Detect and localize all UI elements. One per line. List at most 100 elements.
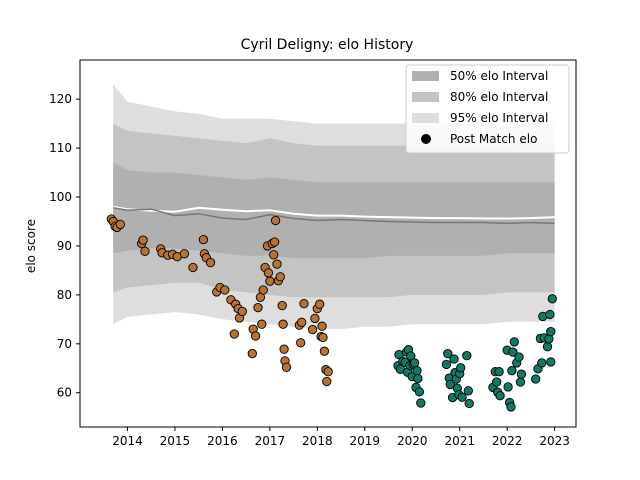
data-point	[269, 250, 279, 260]
data-point	[546, 326, 556, 337]
data-point	[279, 344, 289, 354]
data-point	[138, 235, 148, 245]
data-point	[542, 342, 553, 352]
data-point	[270, 215, 281, 226]
x-tick-label: 2019	[350, 434, 381, 448]
data-point	[443, 348, 453, 359]
data-point	[307, 324, 318, 335]
y-tick-label: 70	[57, 337, 72, 351]
legend-label: 50% elo Interval	[450, 69, 548, 83]
data-point	[319, 346, 330, 356]
y-tick-label: 80	[57, 288, 72, 302]
legend-swatch	[412, 92, 439, 102]
data-point	[179, 249, 190, 259]
data-point	[229, 329, 239, 339]
data-point	[413, 373, 423, 384]
data-point	[296, 338, 306, 348]
y-axis-label: elo score	[24, 219, 38, 273]
data-point	[503, 382, 513, 392]
legend: 50% elo Interval 80% elo Interval 95% elo …	[405, 64, 570, 154]
data-point	[115, 219, 125, 230]
data-point	[263, 268, 274, 278]
data-point	[509, 337, 519, 347]
data-point	[508, 347, 518, 357]
data-point	[506, 402, 516, 412]
data-point	[495, 391, 505, 401]
legend-swatch	[412, 71, 439, 81]
data-point	[310, 313, 320, 324]
data-point	[322, 376, 332, 387]
data-point	[507, 366, 517, 376]
post-match-points	[106, 214, 557, 412]
data-point	[456, 363, 466, 373]
x-tick-label: 2021	[444, 434, 475, 448]
data-point	[247, 348, 257, 359]
data-point	[198, 234, 209, 245]
data-point	[409, 358, 420, 368]
x-tick-label: 2015	[160, 434, 191, 448]
data-point	[277, 300, 287, 311]
elo-lines	[113, 205, 555, 225]
data-point	[406, 351, 416, 361]
x-tick-label: 2023	[539, 434, 570, 448]
axes: 2014 2015 2016 2017 2018 2019 2020 2021 2022 2023…	[49, 59, 577, 448]
y-tick-label: 60	[57, 386, 72, 400]
data-point	[531, 374, 541, 384]
line-grey	[113, 207, 555, 225]
data-point	[441, 359, 452, 370]
legend-swatch	[412, 113, 439, 123]
data-point	[515, 377, 526, 387]
data-point	[463, 386, 473, 396]
data-point	[457, 392, 467, 402]
data-point	[275, 272, 285, 282]
data-point	[258, 285, 268, 295]
data-point	[546, 357, 556, 367]
data-point	[140, 246, 150, 256]
legend-marker	[421, 134, 431, 144]
legend-box	[405, 64, 570, 154]
x-tick-label: 2022	[492, 434, 523, 448]
data-point	[494, 367, 504, 377]
chart-title: Cyril Deligny: elo History	[241, 37, 414, 53]
data-point	[250, 331, 261, 341]
data-point	[537, 358, 547, 368]
legend-label: Post Match elo	[450, 132, 537, 146]
x-tick-label: 2018	[302, 434, 333, 448]
data-point	[449, 354, 459, 364]
data-point	[414, 387, 425, 397]
x-tick-label: 2016	[207, 434, 238, 448]
data-point	[545, 309, 555, 320]
legend-label: 80% elo Interval	[450, 90, 548, 104]
x-tick-label: 2014	[112, 434, 143, 448]
data-point	[547, 294, 557, 304]
data-point	[205, 257, 216, 268]
data-point	[257, 319, 267, 329]
data-point	[516, 369, 527, 379]
data-point	[462, 350, 472, 361]
data-point	[281, 362, 292, 372]
plot-frame	[79, 59, 577, 428]
data-point	[318, 332, 328, 343]
y-tick-label: 110	[49, 141, 72, 155]
data-point	[220, 285, 230, 295]
data-point	[323, 367, 333, 377]
y-tick-label: 90	[57, 239, 72, 253]
data-point	[464, 398, 474, 409]
line-white	[113, 205, 555, 220]
data-point	[416, 398, 426, 408]
band-50	[113, 162, 555, 259]
data-point	[237, 306, 247, 317]
data-point	[299, 299, 309, 309]
data-point	[272, 259, 282, 269]
data-point	[514, 352, 524, 362]
data-point	[188, 262, 198, 273]
legend-label: 95% elo Interval	[450, 111, 548, 125]
data-point	[297, 317, 307, 327]
data-point	[492, 377, 502, 387]
data-point	[265, 276, 275, 286]
data-point	[278, 319, 288, 329]
data-point	[317, 321, 327, 331]
data-point	[269, 237, 280, 247]
y-tick-label: 120	[49, 92, 72, 106]
